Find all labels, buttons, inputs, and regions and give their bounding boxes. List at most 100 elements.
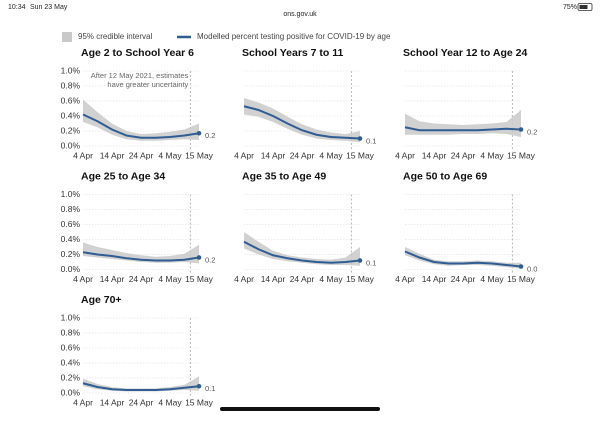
x-tick-label: 14 Apr [422, 274, 447, 284]
x-tick-label: 4 May [158, 274, 182, 284]
y-tick-label: 0.2% [61, 125, 81, 135]
x-tick-label: 24 Apr [129, 397, 154, 407]
credible-interval [244, 232, 360, 266]
chart-title: Age 35 to Age 49 [242, 170, 326, 182]
x-tick-label: 15 May [507, 274, 536, 284]
estimate-line [82, 251, 200, 262]
chart-title: Age 25 to Age 34 [81, 170, 165, 182]
credible-interval [83, 376, 199, 392]
x-tick-label: 4 May [158, 150, 182, 160]
y-tick-label: 0.4% [61, 110, 81, 120]
end-point [357, 136, 363, 141]
x-tick-label: 4 Apr [395, 150, 415, 160]
x-tick-label: 24 Apr [451, 274, 476, 284]
value-label: 0.2 [205, 131, 215, 140]
end-point [518, 127, 524, 132]
chart-title: Age 70+ [81, 294, 122, 306]
battery-level: 75% [563, 4, 577, 11]
x-tick-label: 15 May [185, 274, 214, 284]
y-tick-label: 0.4% [61, 357, 81, 367]
value-label: 0.2 [205, 255, 215, 264]
chart-title: Age 2 to School Year 6 [81, 47, 194, 59]
annotation: After 12 May 2021, estimates [91, 71, 189, 80]
x-tick-label: 4 Apr [234, 150, 254, 160]
home-indicator [220, 407, 380, 411]
x-tick-label: 4 Apr [395, 274, 415, 284]
x-tick-label: 4 Apr [73, 274, 93, 284]
x-tick-label: 24 Apr [451, 150, 476, 160]
x-tick-label: 4 Apr [73, 150, 93, 160]
x-tick-label: 24 Apr [129, 274, 154, 284]
x-tick-label: 15 May [185, 397, 214, 407]
x-tick-label: 24 Apr [290, 150, 315, 160]
y-tick-label: 1.0% [61, 312, 81, 322]
credible-interval [83, 242, 199, 264]
x-tick-label: 4 Apr [73, 397, 93, 407]
end-point [518, 264, 524, 269]
y-tick-label: 0.6% [61, 219, 81, 229]
value-label: 0.2 [527, 127, 537, 136]
credible-interval [83, 99, 199, 141]
annotation: have greater uncertainty [107, 80, 188, 89]
value-label: 0.1 [205, 384, 215, 393]
value-label: 0.1 [366, 136, 376, 145]
x-tick-label: 14 Apr [100, 274, 125, 284]
x-tick-label: 15 May [346, 150, 375, 160]
value-label: 0.1 [366, 258, 376, 267]
credible-interval [244, 98, 360, 143]
end-point [357, 258, 363, 263]
y-tick-label: 0.0% [61, 264, 81, 274]
y-tick-label: 0.0% [61, 387, 81, 397]
chart-title: School Year 12 to Age 24 [403, 47, 527, 59]
x-tick-label: 4 May [319, 274, 343, 284]
end-point [196, 255, 202, 260]
x-tick-label: 14 Apr [422, 150, 447, 160]
x-tick-label: 15 May [346, 274, 375, 284]
legend-label: Modelled percent testing positive for CO… [197, 32, 391, 41]
value-label: 0.0 [527, 264, 537, 273]
end-point [196, 383, 202, 389]
battery-fill [579, 5, 588, 9]
x-tick-label: 14 Apr [261, 150, 286, 160]
y-tick-label: 0.4% [61, 234, 81, 244]
y-tick-label: 0.6% [61, 342, 81, 352]
y-tick-label: 0.8% [61, 327, 81, 337]
estimate-line [82, 113, 200, 139]
x-tick-label: 14 Apr [100, 150, 125, 160]
x-tick-label: 4 Apr [234, 274, 254, 284]
y-tick-label: 0.8% [61, 80, 81, 90]
x-tick-label: 15 May [507, 150, 536, 160]
estimate-line [243, 105, 361, 140]
status-time: 10:34 [8, 4, 26, 11]
chart-title: Age 50 to Age 69 [403, 170, 487, 182]
legend-label: 95% credible interval [78, 32, 152, 41]
credible-interval [405, 110, 521, 137]
status-date: Sun 23 May [30, 4, 68, 11]
estimate-line [404, 126, 522, 132]
x-tick-label: 15 May [185, 150, 214, 160]
estimate-line [82, 382, 200, 391]
url: ons.gov.uk [283, 11, 317, 18]
battery-icon [577, 3, 593, 11]
estimate-line [404, 250, 522, 268]
y-tick-label: 1.0% [61, 65, 81, 75]
y-tick-label: 0.8% [61, 204, 81, 214]
y-tick-label: 1.0% [61, 189, 81, 199]
legend-swatch [62, 32, 72, 42]
end-point [196, 130, 202, 136]
estimate-line [243, 240, 361, 264]
x-tick-label: 4 May [319, 150, 343, 160]
x-tick-label: 4 May [480, 274, 504, 284]
x-tick-label: 14 Apr [100, 397, 125, 407]
y-tick-label: 0.2% [61, 372, 81, 382]
x-tick-label: 14 Apr [261, 274, 286, 284]
x-tick-label: 24 Apr [129, 150, 154, 160]
y-tick-label: 0.6% [61, 95, 81, 105]
x-tick-label: 24 Apr [290, 274, 315, 284]
y-tick-label: 0.2% [61, 249, 81, 259]
y-tick-label: 0.0% [61, 140, 81, 150]
chart-title: School Years 7 to 11 [242, 47, 344, 59]
x-tick-label: 4 May [158, 397, 182, 407]
x-tick-label: 4 May [480, 150, 504, 160]
